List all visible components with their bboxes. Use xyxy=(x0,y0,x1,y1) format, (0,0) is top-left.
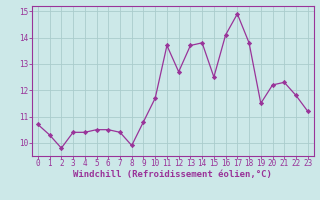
X-axis label: Windchill (Refroidissement éolien,°C): Windchill (Refroidissement éolien,°C) xyxy=(73,170,272,179)
